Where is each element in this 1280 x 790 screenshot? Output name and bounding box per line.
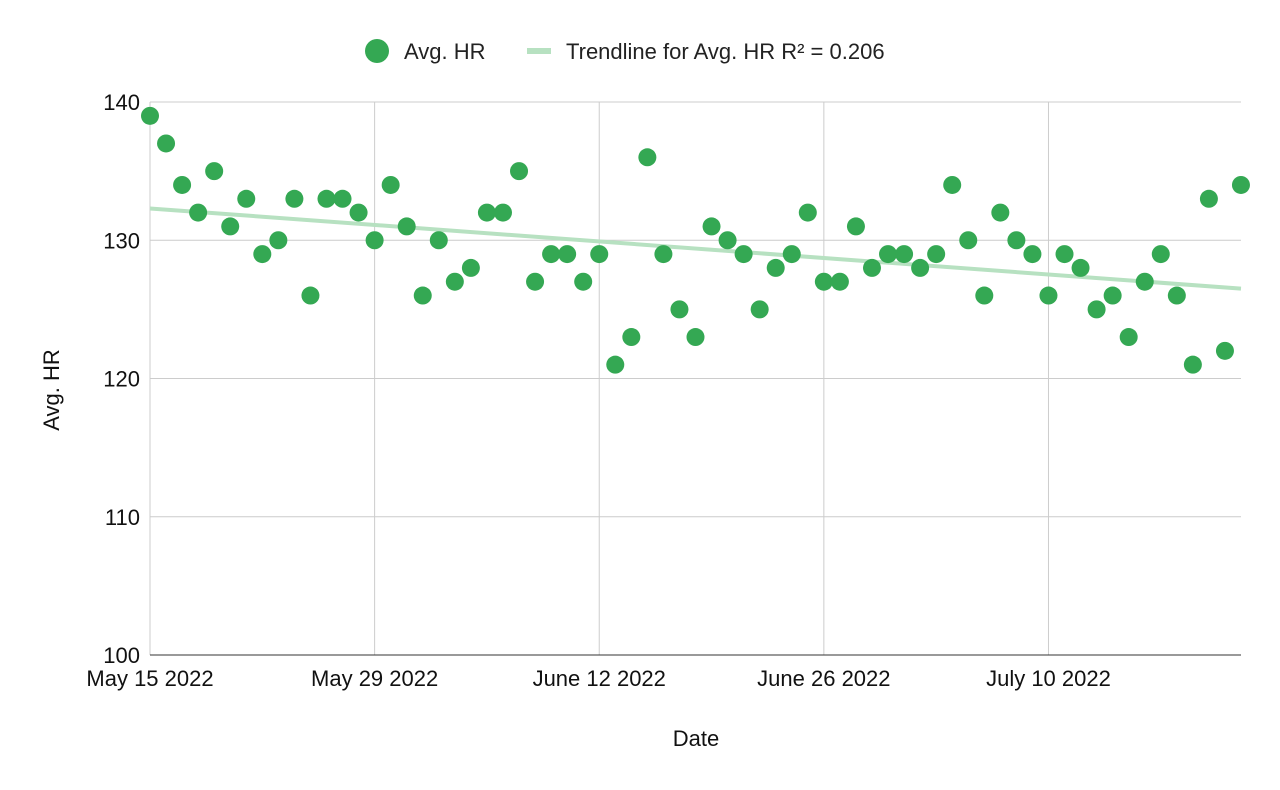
data-point xyxy=(862,258,881,277)
data-point xyxy=(670,300,689,319)
data-point xyxy=(381,175,400,194)
x-tick-label: May 29 2022 xyxy=(311,666,438,691)
data-point xyxy=(638,148,657,167)
data-point xyxy=(542,245,561,264)
data-point xyxy=(686,328,705,347)
data-point xyxy=(1103,286,1122,305)
data-point xyxy=(622,328,641,347)
data-point xyxy=(349,203,368,222)
data-point xyxy=(365,231,384,250)
data-point xyxy=(1007,231,1026,250)
y-tick-label: 110 xyxy=(105,505,140,530)
data-point xyxy=(1151,245,1170,264)
data-point xyxy=(1215,341,1234,360)
data-point xyxy=(702,217,721,236)
data-point xyxy=(606,355,625,374)
y-axis-title: Avg. HR xyxy=(39,349,64,431)
data-point xyxy=(1199,189,1218,208)
data-point xyxy=(445,272,464,291)
data-point xyxy=(1039,286,1058,305)
data-point xyxy=(1135,272,1154,291)
data-point xyxy=(798,203,817,222)
data-points xyxy=(141,106,1250,374)
data-point xyxy=(830,272,849,291)
y-tick-label: 100 xyxy=(103,643,140,668)
data-point xyxy=(333,189,352,208)
x-tick-label: June 12 2022 xyxy=(533,666,666,691)
data-point xyxy=(959,231,978,250)
data-point xyxy=(477,203,496,222)
x-tick-label: June 26 2022 xyxy=(757,666,890,691)
legend-label-avg-hr: Avg. HR xyxy=(404,39,486,64)
x-axis-title: Date xyxy=(673,726,719,751)
data-point xyxy=(734,245,753,264)
data-point xyxy=(189,203,208,222)
data-point xyxy=(654,245,673,264)
data-point xyxy=(766,258,785,277)
data-point xyxy=(397,217,416,236)
data-point xyxy=(1167,286,1186,305)
data-point xyxy=(814,272,833,291)
data-point xyxy=(1055,245,1074,264)
data-point xyxy=(493,203,512,222)
x-tick-label: May 15 2022 xyxy=(86,666,213,691)
data-point xyxy=(285,189,304,208)
data-point xyxy=(461,258,480,277)
legend-marker-avg-hr xyxy=(365,39,389,63)
data-point xyxy=(1183,355,1202,374)
y-tick-label: 120 xyxy=(103,367,140,392)
data-point xyxy=(317,189,336,208)
data-point xyxy=(590,245,609,264)
y-tick-label: 130 xyxy=(103,228,140,253)
data-point xyxy=(301,286,320,305)
data-point xyxy=(1231,175,1250,194)
data-point xyxy=(975,286,994,305)
data-point xyxy=(895,245,914,264)
data-point xyxy=(943,175,962,194)
data-point xyxy=(237,189,256,208)
data-point xyxy=(510,162,529,181)
data-point xyxy=(558,245,577,264)
data-point xyxy=(269,231,288,250)
y-axis-ticks: 100 110 120 130 140 xyxy=(103,90,140,668)
data-point xyxy=(991,203,1010,222)
data-point xyxy=(846,217,865,236)
data-point xyxy=(221,217,240,236)
legend: Avg. HR Trendline for Avg. HR R² = 0.206 xyxy=(365,39,885,64)
x-tick-label: July 10 2022 xyxy=(986,666,1111,691)
grid-lines xyxy=(149,101,1241,655)
data-point xyxy=(205,162,224,181)
data-point xyxy=(429,231,448,250)
data-point xyxy=(879,245,898,264)
data-point xyxy=(141,106,159,125)
y-tick-label: 140 xyxy=(103,90,140,115)
data-point xyxy=(782,245,801,264)
data-point xyxy=(574,272,593,291)
legend-label-trendline: Trendline for Avg. HR R² = 0.206 xyxy=(566,39,885,64)
data-point xyxy=(253,245,272,264)
data-point xyxy=(927,245,946,264)
data-point xyxy=(1071,258,1090,277)
data-point xyxy=(1119,328,1138,347)
data-point xyxy=(1023,245,1042,264)
data-point xyxy=(173,175,192,194)
data-point xyxy=(911,258,930,277)
data-point xyxy=(1087,300,1106,319)
data-point xyxy=(413,286,432,305)
x-axis-ticks: May 15 2022 May 29 2022 June 12 2022 June 2… xyxy=(86,666,1110,691)
data-point xyxy=(157,134,176,153)
trendline xyxy=(149,206,1242,291)
data-point xyxy=(718,231,737,250)
data-point xyxy=(750,300,769,319)
data-point xyxy=(526,272,545,291)
